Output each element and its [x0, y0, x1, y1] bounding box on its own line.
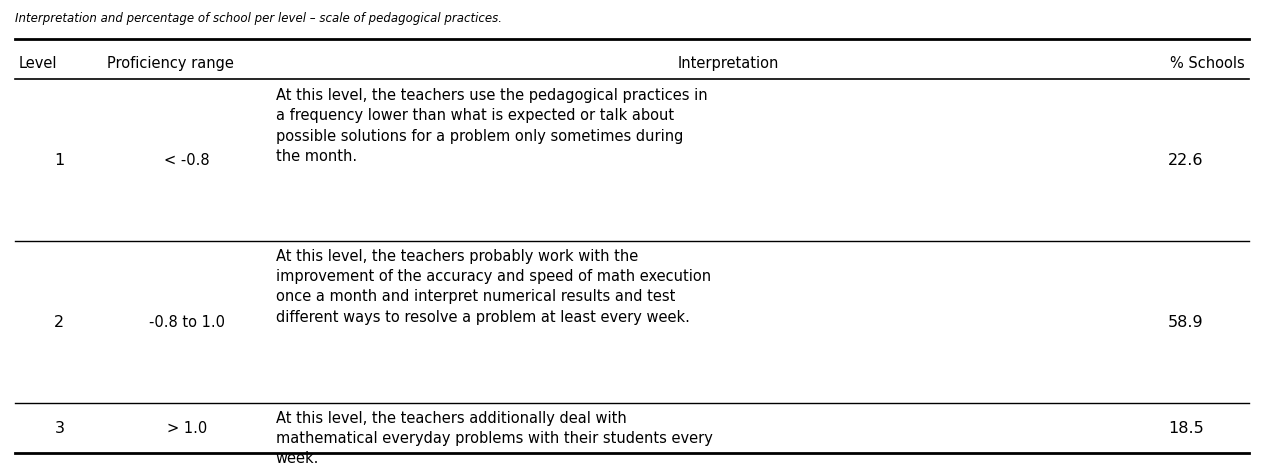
Text: 22.6: 22.6 [1168, 153, 1203, 169]
Text: At this level, the teachers use the pedagogical practices in
a frequency lower t: At this level, the teachers use the peda… [276, 88, 707, 164]
Text: At this level, the teachers additionally deal with
mathematical everyday problem: At this level, the teachers additionally… [276, 411, 713, 463]
Text: Level: Level [19, 56, 57, 71]
Text: 3: 3 [54, 421, 64, 436]
Text: 58.9: 58.9 [1168, 315, 1203, 330]
Text: 18.5: 18.5 [1168, 421, 1203, 436]
Text: At this level, the teachers probably work with the
improvement of the accuracy a: At this level, the teachers probably wor… [276, 249, 710, 325]
Text: Interpretation: Interpretation [678, 56, 779, 71]
Text: 2: 2 [54, 315, 64, 330]
Text: Interpretation and percentage of school per level – scale of pedagogical practic: Interpretation and percentage of school … [15, 12, 502, 25]
Text: Proficiency range: Proficiency range [107, 56, 234, 71]
Text: % Schools: % Schools [1170, 56, 1245, 71]
Text: > 1.0: > 1.0 [167, 421, 207, 436]
Text: < -0.8: < -0.8 [164, 153, 210, 169]
Text: -0.8 to 1.0: -0.8 to 1.0 [149, 315, 225, 330]
Text: 1: 1 [54, 153, 64, 169]
